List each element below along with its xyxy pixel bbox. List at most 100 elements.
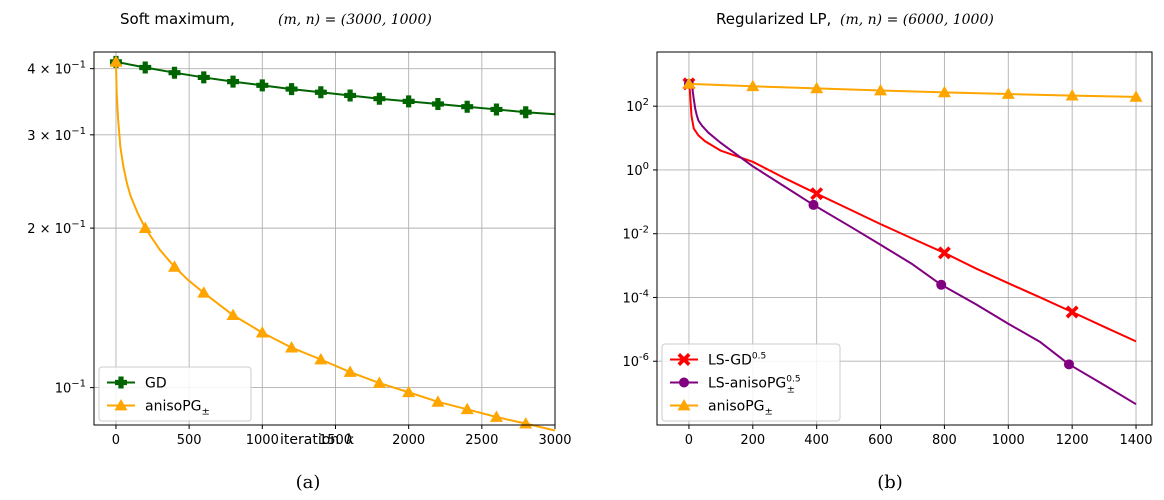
panel-a-marker-anisopg [519,417,533,429]
panel-b-y-tick-label: 10-4 [622,288,649,306]
panel-a-x-tick-label: 500 [177,433,202,448]
panel-a-legend-box [98,366,252,422]
panel-a-marker-anisopg [402,385,416,398]
panel-a-marker-anisopg [255,326,269,338]
panel-b-title: Regularized LP, [716,10,831,28]
panel-a-marker-anisopg [314,352,328,365]
panel-a-marker-gd [314,86,327,99]
panel-b-legend-box [661,343,841,422]
panel-a-xlabel: iteration [280,432,339,448]
panel-a-marker-gd [402,95,415,108]
panel-b-x-tick-label: 200 [740,433,765,448]
panel-a-marker-anisopg [460,402,474,415]
panel-b-legend-marker [679,377,689,388]
panel-b-marker-anisopg [682,77,696,89]
panel-a-marker-gd [431,98,444,111]
panel-b-frame [656,51,1153,426]
panel-b-line-ls-anisopg [688,81,1137,406]
panel-b-legend-label: LS-GD0.5 [708,352,766,369]
panel-a-y-tick-label: 2 × 10−1 [27,219,86,237]
panel-a-marker-anisopg [197,286,211,298]
panel-a-marker-gd [344,89,357,102]
panel-a-marker-anisopg [343,365,357,377]
panel-a-marker-gd [373,92,386,105]
panel-a-caption: (a) [296,472,321,493]
panel-a-x-tick-label: 1500 [319,433,352,448]
panel-b-line-ls-gd [687,83,1137,343]
panel-b-marker-ls-anisopg [808,199,819,210]
panel-a-marker-gd [285,83,298,96]
panel-b-x-tick-label: 800 [932,433,957,448]
panel-a-x-tick-label: 2000 [392,433,425,448]
panel-b-marker-anisopg [1129,90,1143,102]
panel-a-legend-label: GD [145,376,167,392]
panel-b-marker-ls-gd [1065,305,1079,319]
panel-a-marker-gd [519,106,532,119]
panel-a-marker-gd [197,71,210,84]
panel-a-line-gd [115,60,556,116]
panel-a-marker-anisopg [226,308,240,321]
panel-b-x-tick-label: 1000 [992,433,1025,448]
panel-b-marker-anisopg [810,81,824,94]
panel-a-legend: GD anisoPG± [98,366,252,422]
panel-b-legend-marker [677,353,691,366]
panel-b-series-anisopg [682,77,1143,102]
panel-a-legend-marker [114,399,128,411]
panel-a-marker-gd [139,61,152,74]
panel-b-marker-anisopg [937,85,951,98]
panel-b-marker-anisopg [746,79,760,92]
panel-a-x-tick-label: 1000 [246,433,279,448]
panel-a: Soft maximum, (m, n) = (3000, 1000) 0 500… [27,10,571,493]
panel-b-y-tick-label: 100 [626,161,649,179]
panel-b-legend-label: anisoPG± [708,399,773,418]
panel-a-series-anisopg [109,55,556,432]
panel-a-marker-anisopg [167,260,181,272]
panel-b-marker-ls-anisopg [1063,359,1074,370]
panel-b-marker-ls-anisopg [936,279,947,290]
panel-a-marker-gd [168,66,181,79]
panel-a-marker-anisopg [372,376,386,388]
panel-b-legend-label: LS-anisoPG0.5 ± [708,375,801,396]
panel-b-marker-ls-gd [937,246,951,260]
panel-b-legend-marker [677,399,691,411]
panel-b-x-tick-label: 0 [685,433,693,448]
panel-a-marker-gd [490,103,503,116]
panel-b-line-anisopg [688,82,1137,98]
panel-b-marker-anisopg [1001,87,1015,99]
panel-b-marker-ls-gd [810,187,824,201]
panel-b-marker-anisopg [874,84,888,96]
panel-a-marker-anisopg [138,221,152,233]
panel-b-series-ls-gd [682,77,1137,343]
panel-a-xlabel-math: k [346,432,354,448]
panel-a-series-gd [109,55,556,119]
panel-b-title-math: (m, n) = (6000, 1000) [840,12,994,28]
panel-b-x-tick-label: 600 [868,433,893,448]
panel-a-title-math: (m, n) = (3000, 1000) [278,12,432,28]
panel-a-marker-anisopg [489,410,503,422]
panel-a-marker-gd [256,79,269,92]
panel-b-y-tick-label: 10-2 [622,225,649,243]
panel-a-title: Soft maximum, [120,10,235,28]
panel-a-marker-anisopg [285,341,299,353]
panel-b-marker-anisopg [1065,89,1079,101]
panel-b-x-tick-label: 400 [804,433,829,448]
panel-a-marker-anisopg [109,55,123,67]
panel-b-y-tick-label: 102 [626,97,649,115]
panel-a-x-tick-label: 0 [112,433,120,448]
panel-a-x-tick-label: 3000 [538,433,571,448]
panel-a-marker-gd [461,100,474,113]
panel-a-frame [93,51,556,426]
panel-a-x-tick-label: 2500 [465,433,498,448]
panel-a-y-tick-label: 4 × 10−1 [27,60,86,78]
panel-b-legend: LS-GD0.5 LS-anisoPG0.5 ± anisoPG± [661,343,841,422]
panel-b-y-tick-label: 10-6 [622,352,649,370]
panel-a-y-tick-label: 10−1 [55,379,86,397]
panel-a-legend-marker [115,376,127,389]
panel-a-y-tick-label: 3 × 10−1 [27,126,86,144]
panel-a-marker-gd [227,75,240,88]
panel-b-x-tick-label: 1400 [1119,433,1152,448]
panel-a-marker-anisopg [431,395,445,407]
panel-b: Regularized LP, (m, n) = (6000, 1000) 0 2… [622,10,1152,493]
panel-b-x-tick-label: 1200 [1056,433,1089,448]
